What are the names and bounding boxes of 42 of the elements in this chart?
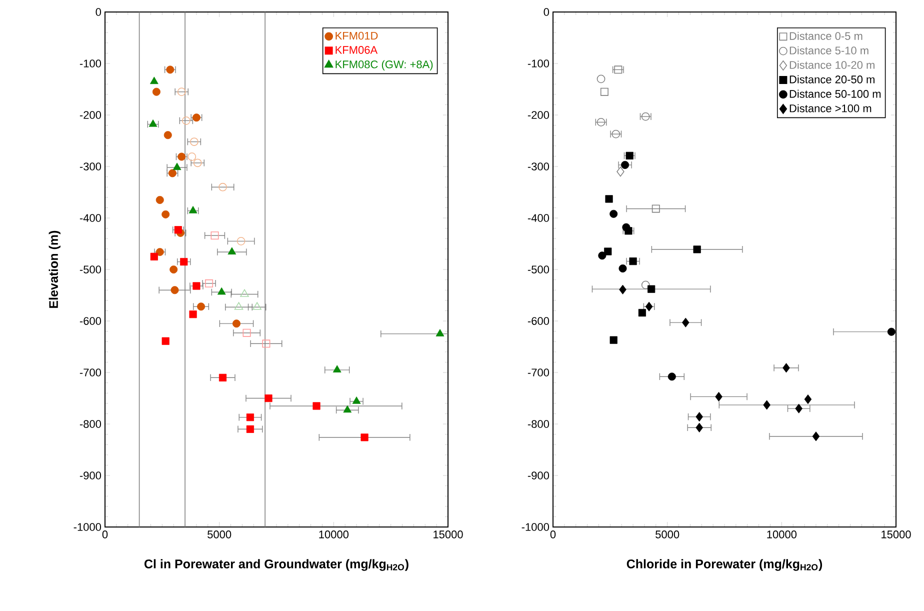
x-tick-label: 0 — [102, 530, 108, 538]
y-tick-label: -400 — [80, 214, 102, 222]
x-tick-label: 10000 — [319, 530, 349, 538]
y-tick-label: -500 — [528, 266, 550, 274]
x-tick-label: 15000 — [434, 530, 463, 538]
x-tick-label: 10000 — [767, 530, 797, 538]
legend-label: KFM08C (GW: +8A) — [336, 60, 433, 70]
y-tick-label: -300 — [528, 162, 550, 170]
y-tick-label: -900 — [80, 472, 102, 480]
y-tick-label: -1000 — [74, 523, 102, 531]
y-tick-label: 0 — [96, 8, 102, 16]
y-tick-label: -600 — [528, 317, 550, 325]
y-tick-label: -1000 — [522, 523, 550, 531]
legend-label: Distance 20-50 m — [790, 75, 874, 84]
y-axis-title: Elevation (m) — [48, 230, 60, 308]
x-tick-label: 5000 — [208, 530, 232, 538]
y-tick-label: -200 — [80, 111, 102, 119]
y-tick-label: -300 — [80, 162, 102, 170]
y-tick-label: -100 — [528, 60, 550, 68]
y-tick-label: -100 — [80, 60, 102, 68]
legend-label: Distance 50-100 m — [790, 90, 881, 98]
legend-label: KFM01D — [336, 32, 378, 40]
x-axis-title: Cl in Porewater and Groundwater (mg/kg$_{H2O}$) — [144, 559, 408, 571]
y-tick-label: 0 — [544, 8, 550, 16]
y-tick-label: -700 — [80, 368, 102, 376]
x-tick-label: 5000 — [656, 530, 680, 538]
legend-label: Distance >100 m — [790, 104, 872, 112]
y-tick-label: -700 — [528, 368, 550, 376]
y-tick-label: -800 — [80, 420, 102, 428]
y-tick-label: -800 — [528, 420, 550, 428]
x-axis-title: Chloride in Porewater (mg/kg$_{H2O}$) — [626, 559, 822, 571]
x-tick-label: 15000 — [882, 530, 911, 538]
x-tick-label: 0 — [550, 530, 556, 538]
y-tick-label: -500 — [80, 266, 102, 274]
y-tick-label: -600 — [80, 317, 102, 325]
legend-label: KFM06A — [336, 46, 378, 54]
legend-label: Distance 0-5 m — [790, 32, 862, 40]
y-tick-label: -400 — [528, 214, 550, 222]
legend-label: Distance 5-10 m — [790, 46, 868, 54]
y-tick-label: -900 — [528, 472, 550, 480]
legend-label: Distance 10-20 m — [790, 60, 874, 69]
y-tick-label: -200 — [528, 111, 550, 119]
